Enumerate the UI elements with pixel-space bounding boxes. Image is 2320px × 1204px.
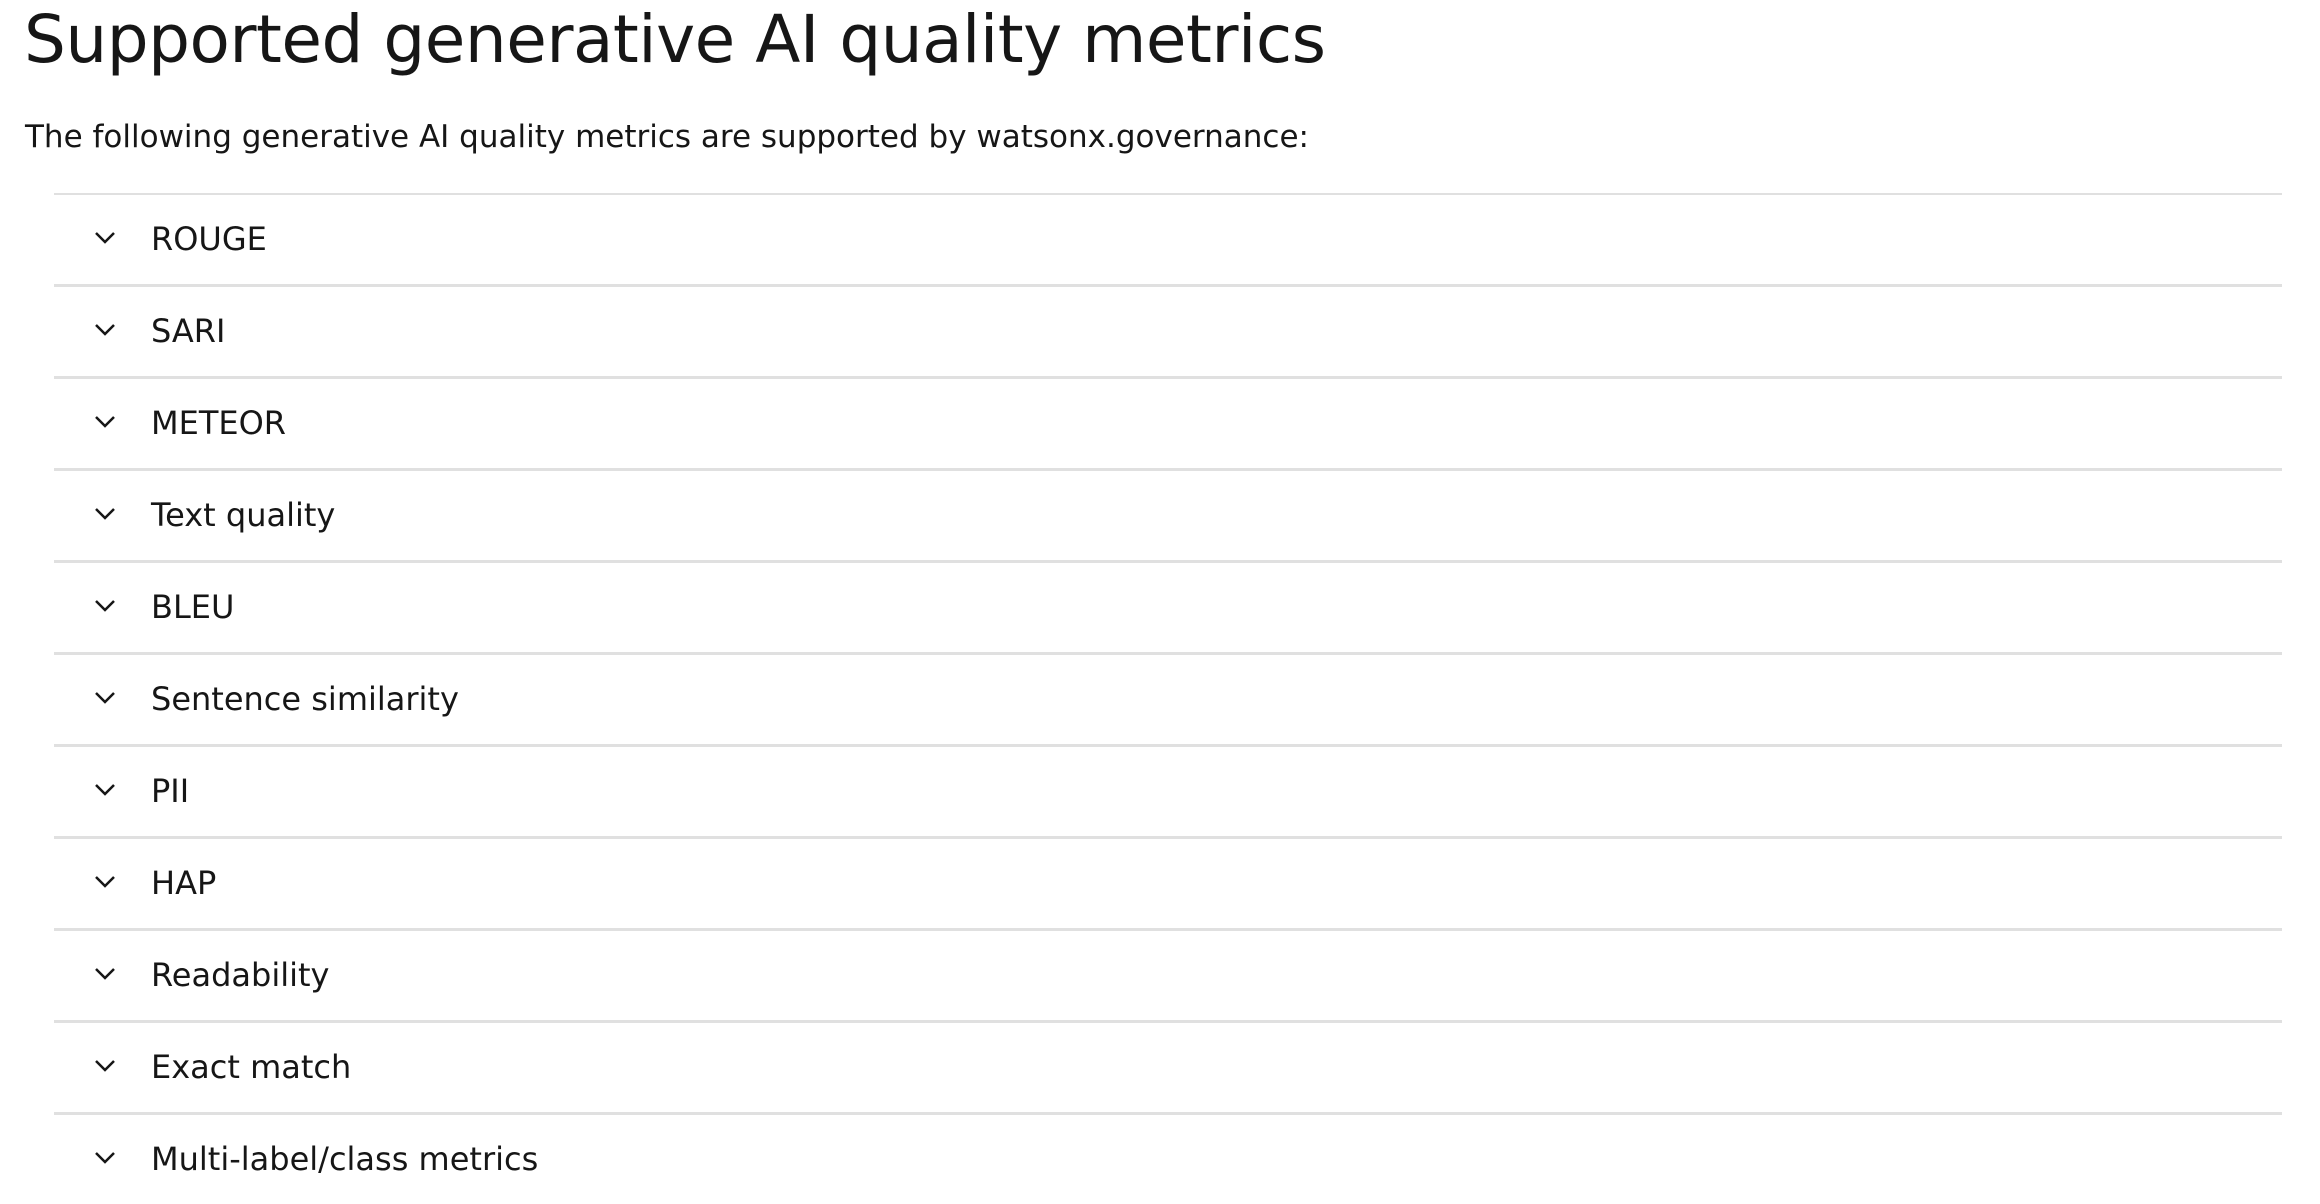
page: Supported generative AI quality metrics … <box>24 1 2282 1178</box>
chevron-down-icon <box>90 867 120 897</box>
accordion-item-pii[interactable]: PII <box>54 747 2282 839</box>
accordion-item-label: ROUGE <box>151 220 267 258</box>
accordion-item-label: BLEU <box>151 588 235 626</box>
accordion-item-label: METEOR <box>151 404 287 442</box>
accordion-item-label: Readability <box>151 956 330 994</box>
intro-text: The following generative AI quality metr… <box>25 119 1309 155</box>
accordion-item-text-quality[interactable]: Text quality <box>54 471 2282 563</box>
chevron-down-icon <box>90 1143 120 1173</box>
accordion-item-label: SARI <box>151 312 226 350</box>
chevron-down-icon <box>90 775 120 805</box>
chevron-down-icon <box>90 499 120 529</box>
accordion-item-label: Multi-label/class metrics <box>151 1140 539 1178</box>
accordion-item-sari[interactable]: SARI <box>54 287 2282 379</box>
accordion-item-label: Sentence similarity <box>151 680 459 718</box>
accordion-item-rouge[interactable]: ROUGE <box>54 195 2282 287</box>
accordion-item-bleu[interactable]: BLEU <box>54 563 2282 655</box>
accordion-item-label: Text quality <box>151 496 336 534</box>
metrics-accordion: ROUGE SARI METEOR Text quality BLEU Sent… <box>54 193 2282 1204</box>
accordion-item-multi-label-class-metrics[interactable]: Multi-label/class metrics <box>54 1115 2282 1204</box>
page-title: Supported generative AI quality metrics <box>24 1 1326 78</box>
chevron-down-icon <box>90 315 120 345</box>
chevron-down-icon <box>90 591 120 621</box>
chevron-down-icon <box>90 683 120 713</box>
accordion-item-label: HAP <box>151 864 217 902</box>
accordion-item-meteor[interactable]: METEOR <box>54 379 2282 471</box>
chevron-down-icon <box>90 1051 120 1081</box>
accordion-item-label: Exact match <box>151 1048 352 1086</box>
chevron-down-icon <box>90 959 120 989</box>
accordion-item-hap[interactable]: HAP <box>54 839 2282 931</box>
chevron-down-icon <box>90 407 120 437</box>
accordion-item-sentence-similarity[interactable]: Sentence similarity <box>54 655 2282 747</box>
accordion-item-exact-match[interactable]: Exact match <box>54 1023 2282 1115</box>
chevron-down-icon <box>90 223 120 253</box>
accordion-item-label: PII <box>151 772 190 810</box>
accordion-item-readability[interactable]: Readability <box>54 931 2282 1023</box>
